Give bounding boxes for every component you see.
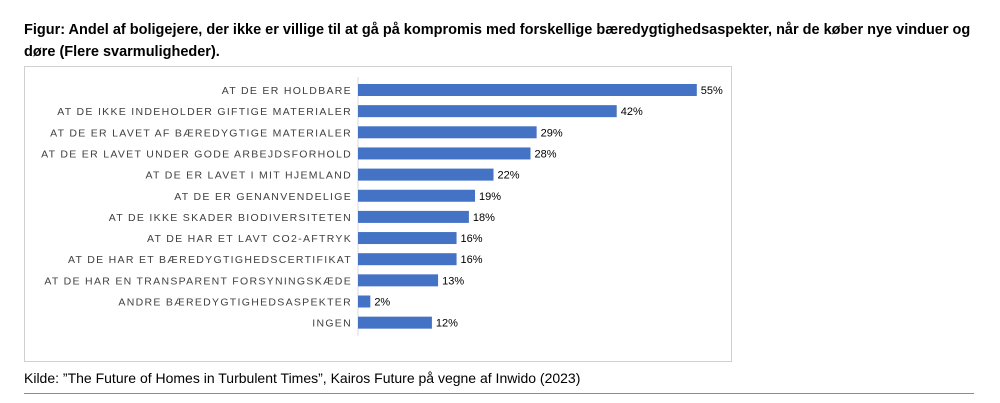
chart-area: AT DE ER HOLDBARE 55% AT DE IKKE INDEHOLDE… [24, 66, 732, 362]
category-label-at-de-er-lavet-af-baeredygtige-materialer: AT DE ER LAVET AF BÆREDYGTIGE MATERIALER [50, 127, 352, 139]
bar-at-de-har-en-transparent-forsyningskaede [358, 274, 439, 287]
data-label-at-de-er-lavet-i-mit-hjemland: 22% [498, 170, 520, 182]
bar-at-de-er-genanvendelige [358, 189, 476, 202]
data-label-at-de-er-holdbare: 55% [701, 85, 723, 97]
category-label-at-de-har-et-lavt-co2-aftryk: AT DE HAR ET LAVT CO2-AFTRYK [147, 233, 352, 245]
source-caption: Kilde: ”The Future of Homes in Turbulent… [24, 370, 581, 386]
category-label-at-de-er-lavet-under-gode-arbejdsforhold: AT DE ER LAVET UNDER GODE ARBEJDSFORHOLD [41, 148, 352, 160]
category-label-at-de-ikke-skader-biodiversiteten: AT DE IKKE SKADER BIODIVERSITETEN [109, 212, 352, 224]
bar-at-de-er-lavet-af-baeredygtige-materialer [358, 126, 537, 139]
category-label-at-de-ikke-indeholder-giftige-materialer: AT DE IKKE INDEHOLDER GIFTIGE MATERIALER [57, 106, 352, 118]
bar-at-de-er-lavet-i-mit-hjemland [358, 168, 494, 181]
data-label-ingen: 12% [436, 318, 458, 330]
data-label-at-de-ikke-skader-biodiversiteten: 18% [473, 212, 495, 224]
category-label-at-de-har-en-transparent-forsyningskaede: AT DE HAR EN TRANSPARENT FORSYNINGSKÆDE [44, 275, 352, 287]
category-label-ingen: INGEN [312, 318, 352, 330]
category-label-at-de-er-genanvendelige: AT DE ER GENANVENDELIGE [174, 191, 352, 203]
data-label-at-de-er-lavet-under-gode-arbejdsforhold: 28% [534, 148, 556, 160]
bar-chart: AT DE ER HOLDBARE 55% AT DE IKKE INDEHOLDE… [41, 77, 723, 336]
data-label-at-de-har-en-transparent-forsyningskaede: 13% [442, 275, 464, 287]
data-label-at-de-har-et-baeredygtighedscertifikat: 16% [461, 254, 483, 266]
data-label-at-de-er-genanvendelige: 19% [479, 191, 501, 203]
data-label-andre-baeredygtighedsaspekter: 2% [374, 297, 390, 309]
figure-title: Figur: Andel af boligejere, der ikke er … [24, 22, 971, 60]
category-label-at-de-er-lavet-i-mit-hjemland: AT DE ER LAVET I MIT HJEMLAND [145, 170, 352, 182]
bar-at-de-er-lavet-under-gode-arbejdsforhold [358, 147, 531, 160]
data-label-at-de-ikke-indeholder-giftige-materialer: 42% [621, 106, 643, 118]
bar-at-de-ikke-skader-biodiversiteten [358, 210, 469, 223]
divider-line [24, 393, 974, 394]
bar-ingen [358, 316, 432, 329]
bar-andre-baeredygtighedsaspekter [358, 295, 371, 308]
bar-at-de-har-et-baeredygtighedscertifikat [358, 253, 457, 266]
data-label-at-de-har-et-lavt-co2-aftryk: 16% [461, 233, 483, 245]
category-label-andre-baeredygtighedsaspekter: ANDRE BÆREDYGTIGHEDSASPEKTER [118, 297, 352, 309]
category-label-at-de-har-et-baeredygtighedscertifikat: AT DE HAR ET BÆREDYGTIGHEDSCERTIFIKAT [68, 254, 352, 266]
bar-at-de-har-et-lavt-co2-aftryk [358, 232, 457, 245]
data-label-at-de-er-lavet-af-baeredygtige-materialer: 29% [541, 127, 563, 139]
bar-at-de-ikke-indeholder-giftige-materialer [358, 105, 617, 118]
bar-at-de-er-holdbare [358, 84, 697, 96]
category-label-at-de-er-holdbare: AT DE ER HOLDBARE [222, 85, 352, 97]
